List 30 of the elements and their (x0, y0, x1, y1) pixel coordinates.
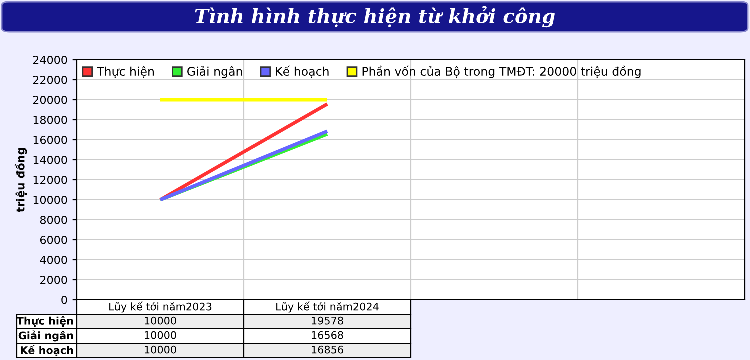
y-tick-label: 8000 (40, 216, 68, 224)
text: Thực hiện (16, 316, 74, 328)
y-tick-label: 16000 (34, 136, 68, 144)
y-tick-label: 14000 (34, 156, 68, 164)
x-tick-label: Lũy kế tới năm2023 (110, 302, 212, 313)
chart-title: Tình hình thực hiện từ khởi công (195, 6, 556, 28)
legend-label: Giải ngân (188, 66, 242, 78)
y-tick-label: 22000 (33, 76, 68, 84)
y-tick-label: 2000 (40, 276, 68, 284)
legend-label: Phần vốn của Bộ trong TMĐT: 20000 triệu đồng (362, 66, 641, 78)
y-tick-label: 0 (62, 296, 68, 304)
data-label: 16856 (312, 346, 344, 354)
y-axis-title: triệu đồng (14, 148, 28, 213)
data-label: 10000 (145, 316, 176, 325)
y-tick-label: 24000 (33, 56, 68, 64)
legend-label: Kế hoạch (276, 66, 329, 78)
x-tick-label: Lũy kế tới năm2024 (276, 302, 379, 313)
y-tick-label: 12000 (34, 176, 68, 184)
data-label: 19578 (312, 316, 344, 325)
text: Giải ngân (18, 330, 74, 342)
y-tick-label: 18000 (34, 116, 68, 124)
legend-label: Thực hiện (97, 66, 154, 78)
data-label: 10000 (145, 331, 176, 340)
y-tick-label: 20000 (33, 96, 68, 104)
data-label: 16568 (312, 331, 344, 340)
y-tick-label: 4000 (40, 256, 68, 264)
data-label: 10000 (145, 346, 176, 354)
text: Kế hoạch (21, 345, 74, 356)
y-tick-label: 10000 (34, 196, 68, 204)
y-tick-label: 6000 (40, 236, 68, 244)
